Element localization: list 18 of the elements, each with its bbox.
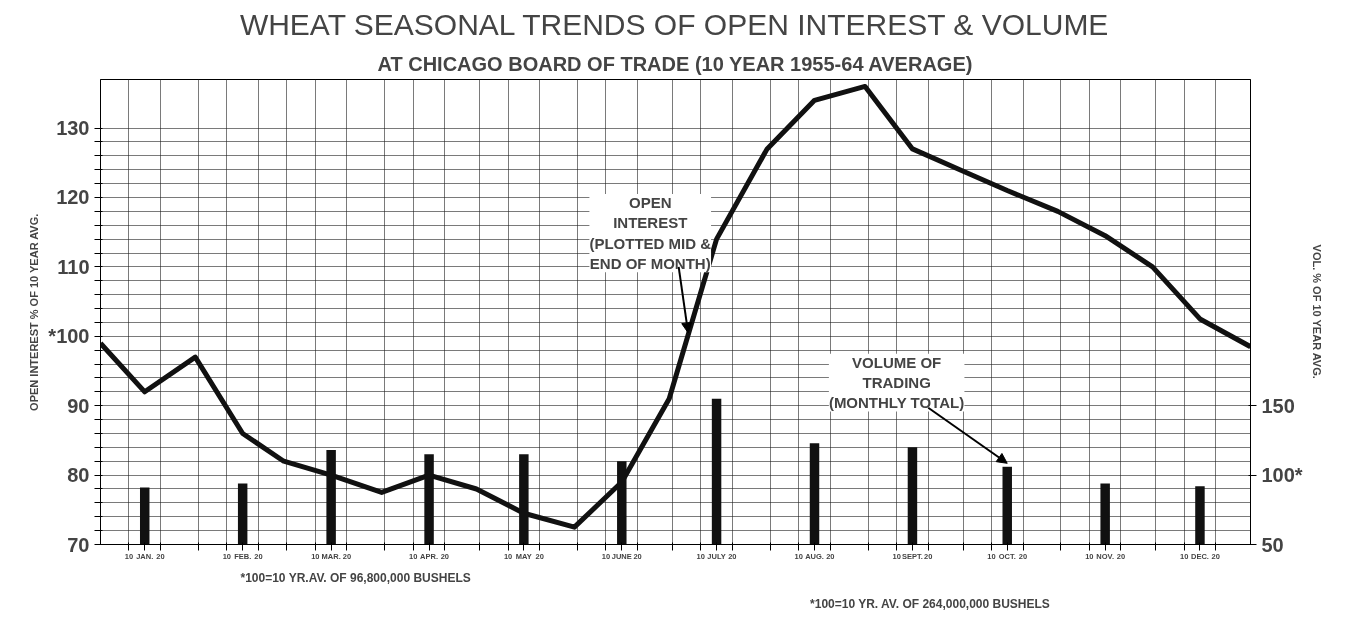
annotation: VOLUME OF TRADING (MONTHLY TOTAL) xyxy=(828,353,965,412)
y-axis-title: OPEN INTEREST % OF 10 YEAR AVG. xyxy=(28,213,41,411)
y2-tick-label: 150 xyxy=(1261,394,1295,417)
y-tick-label: 70 xyxy=(67,533,90,556)
y-tick-label: 120 xyxy=(56,186,90,209)
y-tick-label: 80 xyxy=(67,464,90,487)
annotation: OPEN INTEREST (PLOTTED MID & END OF MONTH) xyxy=(589,194,712,273)
text: *100=10 YR. AV. OF 264,000,000 BUSHELS xyxy=(810,596,1050,611)
chart-subtitle: AT CHICAGO BOARD OF TRADE (10 YEAR 1955-64 AVERAGE) xyxy=(377,52,973,75)
y-tick-label: 110 xyxy=(57,255,90,278)
y-tick-label: *100 xyxy=(48,325,90,348)
y2-tick-label: 50 xyxy=(1261,533,1284,556)
y2-tick-label: 100* xyxy=(1261,464,1303,487)
y2-axis-title: VOL. % OF 10 YEAR AVG. xyxy=(1310,244,1323,379)
text: *100=10 YR.AV. OF 96,800,000 BUSHELS xyxy=(240,570,471,585)
y-tick-label: 130 xyxy=(56,117,90,140)
y-tick-label: 90 xyxy=(67,394,90,417)
chart-title: WHEAT SEASONAL TRENDS OF OPEN INTEREST & VOLUME xyxy=(239,7,1109,41)
